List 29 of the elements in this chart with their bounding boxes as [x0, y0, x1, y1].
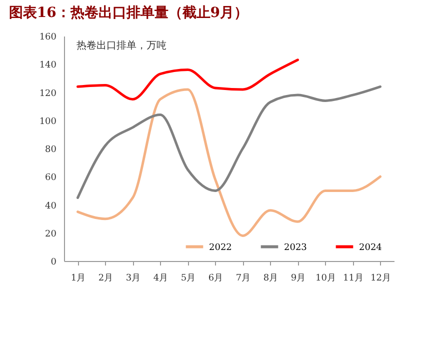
x-tick-label: 5月 [180, 274, 196, 284]
y-tick-label: 20 [45, 229, 57, 240]
line-series [76, 85, 382, 199]
x-tick-label: 10月 [316, 274, 336, 284]
y-tick-label: 100 [39, 116, 57, 127]
legend-label: 2022 [209, 242, 232, 253]
legend-label: 2024 [359, 242, 382, 253]
x-tick-label: 12月 [370, 274, 391, 284]
line-series [76, 88, 382, 237]
y-tick-label: 0 [50, 258, 57, 268]
x-tick-label: 4月 [153, 274, 168, 284]
x-tick-label: 2月 [98, 274, 114, 284]
y-tick-label: 140 [39, 60, 57, 71]
x-tick-label: 6月 [208, 274, 224, 284]
x-tick-label: 3月 [126, 274, 141, 284]
y-tick-label: 40 [45, 201, 57, 212]
y-tick-label: 60 [45, 173, 57, 184]
chart-title: 图表16：热卷出口排单量（截止9月） [8, 5, 248, 21]
x-tick-label: 11月 [343, 274, 364, 284]
legend-label: 2023 [284, 242, 308, 253]
x-tick-label: 9月 [290, 274, 306, 284]
x-tick-label: 8月 [263, 274, 278, 284]
x-tick-label: 1月 [70, 274, 86, 284]
y-tick-label: 80 [45, 145, 57, 155]
y-axis-title: 热卷出口排单，万吨 [76, 40, 166, 52]
line-series [76, 58, 299, 101]
x-tick-label: 7月 [236, 274, 251, 284]
y-tick-label: 120 [39, 88, 57, 99]
y-tick-label: 160 [39, 32, 57, 42]
